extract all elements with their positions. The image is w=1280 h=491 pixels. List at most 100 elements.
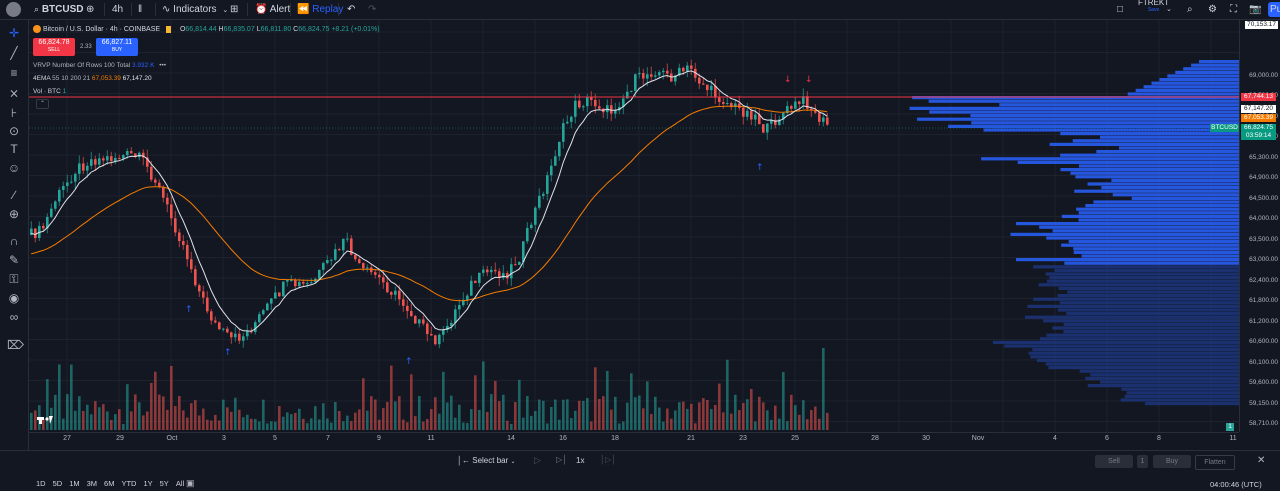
publish-button[interactable]: Pu bbox=[1268, 2, 1280, 17]
watchlist-toggle[interactable]: □ bbox=[1117, 0, 1123, 19]
text-icon[interactable]: T bbox=[10, 142, 18, 156]
sell-quote-button[interactable]: 66,824.78 SELL bbox=[33, 38, 75, 56]
replay-sell-button[interactable]: Sell bbox=[1095, 455, 1133, 468]
range-button[interactable]: YTD bbox=[121, 479, 137, 488]
lock-icon[interactable]: ⚿ bbox=[9, 272, 19, 286]
interval-button[interactable]: 4h bbox=[112, 4, 124, 15]
fib-icon[interactable]: ⊦ bbox=[10, 106, 18, 120]
speed-button[interactable]: 1x bbox=[576, 456, 585, 465]
chevron-down-icon: ⌄ bbox=[1166, 6, 1172, 13]
chart-type-button[interactable]: ‖ bbox=[138, 0, 142, 19]
candle bbox=[482, 269, 485, 273]
jump-icon[interactable]: │▷│ bbox=[600, 455, 617, 464]
range-button[interactable]: 1M bbox=[69, 479, 80, 488]
vrvp-legend[interactable]: VRVP Number Of Rows 100 Total 3.932 K ••… bbox=[33, 62, 167, 69]
candle bbox=[294, 279, 297, 287]
horizontal-lines-icon[interactable]: ≡ bbox=[10, 66, 18, 80]
fullscreen-button[interactable]: ⛶ bbox=[1230, 0, 1237, 19]
candle bbox=[666, 70, 669, 74]
price-scale[interactable]: 70,153.1769,000.0068,500.0067,000.0066,1… bbox=[1239, 20, 1280, 432]
goto-date-icon[interactable]: ▣ bbox=[186, 478, 195, 488]
trendline-icon[interactable]: ╱ bbox=[10, 46, 18, 60]
replay-buy-button[interactable]: Buy bbox=[1153, 455, 1191, 468]
candle bbox=[134, 153, 137, 158]
brush-icon[interactable]: ⊙ bbox=[8, 124, 20, 138]
time-label: 18 bbox=[611, 435, 619, 442]
collapse-legend-button[interactable]: ⌃ bbox=[36, 99, 49, 109]
buy-quote-button[interactable]: 66,827.11 BUY bbox=[96, 38, 138, 56]
time-label: 27 bbox=[63, 435, 71, 442]
select-bar-button[interactable]: │← Select bar ⌄ bbox=[457, 456, 516, 465]
volume-bar bbox=[482, 361, 485, 430]
undo-button[interactable]: ↶ bbox=[347, 0, 355, 19]
add-symbol-button[interactable]: ⊕ bbox=[86, 0, 94, 19]
price-badge: 67,147.20 bbox=[1241, 105, 1276, 113]
fullscreen-icon: ⛶ bbox=[1230, 4, 1237, 15]
chart-pane[interactable]: ↑ ↑ ↑ ↑ ↓ ↓ Bitcoin / U.S. Dollar · 4h · COIN… bbox=[29, 20, 1239, 432]
volume-legend[interactable]: Vol · BTC 1 bbox=[33, 88, 67, 95]
layout-menu-button[interactable]: ⌄ bbox=[1166, 0, 1172, 19]
candle bbox=[278, 292, 281, 297]
flatten-button[interactable]: Flatten bbox=[1195, 455, 1235, 470]
candle bbox=[258, 314, 261, 323]
indicators-button[interactable]: ∿ Indicators ⌄ bbox=[162, 4, 229, 15]
zoom-icon[interactable]: ⊕ bbox=[8, 207, 20, 221]
candle bbox=[422, 319, 425, 324]
time-scale[interactable]: 27 29 Oct 3 5 7 9 11 14 16 18 21 23 25 28 30 Nov 4 6 8 11 bbox=[29, 432, 1239, 447]
candle bbox=[214, 320, 217, 323]
layout-name[interactable]: FTREKT Save bbox=[1138, 0, 1170, 13]
trash-icon[interactable]: ⌦ bbox=[7, 338, 24, 352]
range-button[interactable]: 6M bbox=[104, 479, 115, 488]
range-button[interactable]: 1D bbox=[36, 479, 46, 488]
lock-drawings-icon[interactable]: ✎ bbox=[8, 253, 20, 267]
volume-bar bbox=[98, 407, 101, 430]
settings-button[interactable]: ⚙ bbox=[1208, 0, 1217, 19]
volume-bar bbox=[194, 400, 197, 430]
range-button[interactable]: 5D bbox=[52, 479, 63, 488]
close-replay-icon[interactable]: ✕ bbox=[1257, 455, 1266, 466]
replay-qty[interactable]: 1 bbox=[1137, 455, 1148, 468]
crosshair-icon[interactable]: ✛ bbox=[8, 26, 20, 40]
volume-bar bbox=[474, 375, 477, 430]
more-icon[interactable]: ••• bbox=[159, 62, 167, 69]
alert-button[interactable]: ⏰ Alert bbox=[255, 4, 291, 15]
volume-bar bbox=[742, 402, 745, 430]
volume-profile-row bbox=[1066, 312, 1239, 316]
eye-icon[interactable]: ◉ bbox=[8, 291, 20, 305]
volume-profile-row bbox=[1085, 204, 1239, 208]
range-button[interactable]: All bbox=[175, 479, 185, 488]
candle bbox=[406, 305, 409, 312]
range-button[interactable]: 3M bbox=[86, 479, 98, 488]
volume-bar bbox=[226, 407, 229, 430]
pattern-icon[interactable]: ⨯ bbox=[8, 86, 20, 100]
volume-bar bbox=[734, 394, 737, 430]
snapshot-button[interactable]: 📷 bbox=[1249, 0, 1261, 19]
candle bbox=[478, 272, 481, 283]
volume-bar bbox=[510, 423, 513, 430]
quick-search-button[interactable]: ⌕ bbox=[1187, 0, 1193, 19]
candle bbox=[102, 158, 105, 161]
step-forward-icon[interactable]: ▷│ bbox=[556, 455, 568, 464]
candle bbox=[802, 96, 805, 104]
range-button[interactable]: 1Y bbox=[143, 479, 153, 488]
replay-button[interactable]: ⏪ Replay bbox=[297, 4, 344, 15]
avatar[interactable] bbox=[6, 2, 21, 17]
layout-button[interactable]: ⊞ bbox=[230, 0, 238, 19]
range-button[interactable]: 5Y bbox=[159, 479, 169, 488]
ruler-icon[interactable]: ∕ bbox=[12, 188, 15, 202]
volume-bar bbox=[626, 402, 629, 430]
candle bbox=[174, 218, 177, 233]
play-icon[interactable]: ▷ bbox=[534, 455, 541, 465]
ema-legend[interactable]: 4EMA 55 10 200 21 67,053.39 67,147.20 bbox=[33, 75, 152, 82]
candle bbox=[450, 322, 453, 326]
candle bbox=[54, 201, 57, 209]
redo-button[interactable]: ↷ bbox=[368, 0, 376, 19]
emoji-icon[interactable]: ☺ bbox=[7, 161, 21, 175]
price-chart[interactable]: ↑ ↑ ↑ ↑ ↓ ↓ bbox=[29, 20, 1239, 432]
symbol-search[interactable]: ⌕ BTCUSD bbox=[34, 4, 84, 15]
volume-bar bbox=[206, 419, 209, 430]
volume-bar bbox=[382, 408, 385, 430]
link-icon[interactable]: ∞ bbox=[9, 310, 19, 324]
magnet-icon[interactable]: ∩ bbox=[9, 234, 19, 248]
volume-bar bbox=[746, 399, 749, 430]
